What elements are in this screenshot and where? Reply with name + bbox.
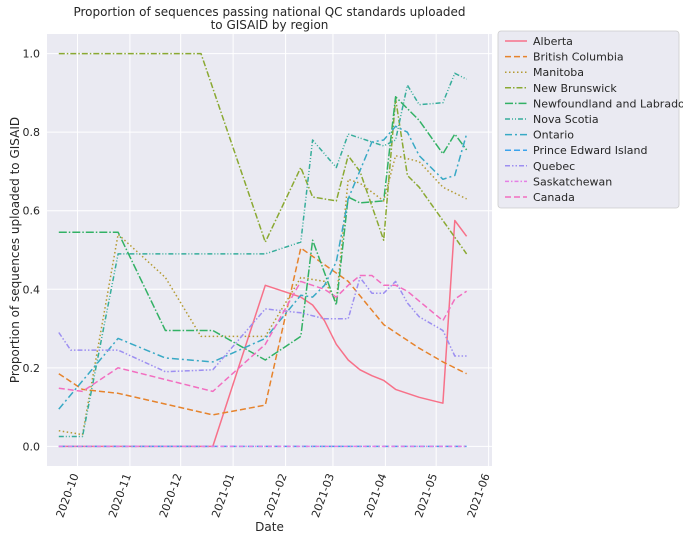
series-lines xyxy=(58,52,468,448)
x-tick-label: 2021-05 xyxy=(412,472,440,520)
series-line-quebec xyxy=(58,276,467,373)
series-line-new-brunswick xyxy=(58,52,468,255)
legend: Alberta British Columbia Manitoba New Bruns… xyxy=(497,30,683,209)
legend-label: Prince Edward Island xyxy=(533,144,648,157)
x-axis-label: Date xyxy=(255,520,284,534)
x-tick-label: 2021-04 xyxy=(362,472,390,520)
x-tick-label: 2021-02 xyxy=(262,472,290,520)
legend-label: Ontario xyxy=(533,129,574,142)
grid xyxy=(47,34,492,466)
chart-title-line-2: to GISAID by region xyxy=(211,18,329,32)
series-line-ontario xyxy=(58,125,468,410)
legend-label: Quebec xyxy=(533,160,575,173)
legend-label: Manitoba xyxy=(533,66,584,79)
y-tick-label: 0.4 xyxy=(23,283,41,296)
y-tick-label: 0.6 xyxy=(23,205,41,218)
x-tick-label: 2020-10 xyxy=(54,472,82,520)
x-tick-label: 2021-03 xyxy=(309,472,337,520)
legend-label: British Columbia xyxy=(533,51,624,64)
x-tick-label: 2020-11 xyxy=(106,472,134,520)
series-line-alberta xyxy=(58,219,468,448)
legend-label: New Brunswick xyxy=(533,82,617,95)
y-tick-label: 0.2 xyxy=(23,362,41,375)
series-line-manitoba xyxy=(58,154,467,436)
chart-title-line-1: Proportion of sequences passing national… xyxy=(73,5,465,19)
x-tick-label: 2021-06 xyxy=(465,472,493,520)
legend-label: Alberta xyxy=(533,35,573,48)
y-tick-label: 0.8 xyxy=(23,126,41,139)
series-line-nova-scotia xyxy=(58,72,467,438)
plot-background xyxy=(47,34,492,466)
y-axis-label: Proportion of sequences uploaded to GISA… xyxy=(8,117,22,383)
legend-label: Canada xyxy=(533,191,575,204)
series-line-canada xyxy=(58,274,468,393)
y-tick-label: 0.0 xyxy=(23,440,41,453)
x-tick-label: 2020-12 xyxy=(157,472,185,520)
legend-label: Nova Scotia xyxy=(533,113,599,126)
legend-label: Saskatchewan xyxy=(533,175,612,188)
y-tick-label: 1.0 xyxy=(23,48,41,61)
legend-frame xyxy=(497,30,680,209)
legend-label: Newfoundland and Labrador xyxy=(533,97,683,110)
x-tick-label: 2021-01 xyxy=(209,472,237,520)
series-line-newfoundland-and-labrador xyxy=(58,96,468,361)
series-line-british-columbia xyxy=(58,247,467,416)
